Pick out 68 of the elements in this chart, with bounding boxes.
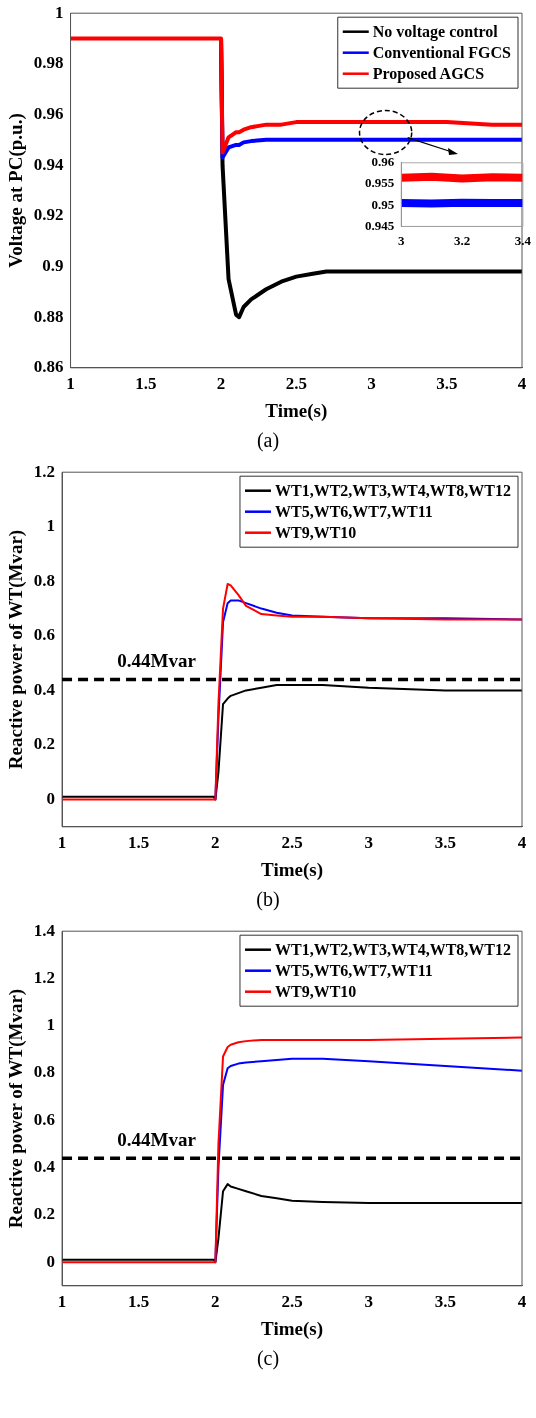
- y-tick-label: 1.4: [33, 920, 56, 940]
- y-tick-label: 0.95: [371, 196, 395, 212]
- x-tick-label: 2.5: [281, 1292, 303, 1312]
- x-tick-label: 4: [517, 374, 527, 394]
- y-tick-label: 0.8: [33, 1062, 56, 1082]
- x-tick-label: 1.5: [128, 1292, 150, 1312]
- ref-line-label: 0.44Mvar: [117, 1128, 197, 1150]
- y-tick-label: 0.2: [33, 734, 56, 754]
- x-tick-label: 3.5: [436, 374, 458, 394]
- y-tick-label: 0.8: [33, 570, 56, 590]
- y-tick-label: 0: [46, 788, 56, 808]
- x-tick-label: 3.4: [514, 232, 532, 248]
- y-tick-label: 1: [46, 516, 56, 536]
- x-axis-title: Time(s): [261, 858, 323, 881]
- legend-label: Conventional FGCS: [372, 43, 512, 61]
- y-tick-label: 0.94: [33, 154, 65, 174]
- y-tick-label: 0.96: [33, 103, 64, 123]
- y-tick-label: 0.6: [33, 1109, 56, 1129]
- x-tick-label: 2.5: [285, 374, 307, 394]
- y-axis-title: Reactive power of WT(Mvar): [5, 529, 28, 770]
- x-axis-title: Time(s): [261, 1317, 323, 1340]
- y-axis-title: Reactive power of WT(Mvar): [5, 988, 28, 1229]
- y-tick-label: 0: [46, 1251, 56, 1271]
- y-axis-title: Voltage at PC(p.u.): [5, 113, 28, 268]
- x-tick-label: 1.5: [128, 833, 150, 853]
- x-tick-label: 3.5: [434, 1292, 456, 1312]
- x-tick-label: 3: [364, 833, 373, 853]
- legend-label: WT5,WT6,WT7,WT11: [274, 502, 433, 520]
- text: (a): [255, 428, 281, 454]
- text: (b): [255, 887, 281, 912]
- legend-label: WT1,WT2,WT3,WT4,WT8,WT12: [274, 940, 511, 958]
- y-tick-label: 0.945: [365, 217, 395, 233]
- legend-label: WT1,WT2,WT3,WT4,WT8,WT12: [274, 481, 511, 499]
- y-tick-label: 0.4: [33, 679, 56, 699]
- legend-label: Proposed AGCS: [372, 64, 485, 83]
- legend-label: WT5,WT6,WT7,WT11: [274, 961, 433, 979]
- y-tick-label: 0.98: [33, 53, 64, 73]
- text: (c): [255, 1346, 281, 1372]
- y-tick-label: 0.88: [33, 306, 64, 326]
- x-tick-label: 3.2: [453, 232, 471, 248]
- x-tick-label: 2: [216, 374, 226, 394]
- y-tick-label: 0.4: [33, 1156, 56, 1176]
- y-tick-label: 1: [46, 1015, 56, 1035]
- x-tick-label: 3: [398, 232, 405, 248]
- y-tick-label: 0.2: [33, 1204, 56, 1224]
- legend-label: WT9,WT10: [274, 982, 357, 1000]
- x-tick-label: 4: [517, 1292, 527, 1312]
- x-tick-label: 1.5: [135, 374, 157, 394]
- y-tick-label: 0.96: [371, 154, 395, 170]
- x-tick-label: 3: [367, 374, 376, 394]
- x-tick-label: 2: [211, 833, 220, 853]
- y-tick-label: 0.6: [33, 625, 56, 645]
- legend-label: WT9,WT10: [274, 523, 357, 541]
- x-axis-title: Time(s): [265, 399, 328, 422]
- x-tick-label: 3: [364, 1292, 373, 1312]
- x-tick-label: 4: [517, 833, 527, 853]
- y-tick-label: 1.2: [33, 461, 56, 481]
- ref-line-label: 0.44Mvar: [117, 649, 197, 671]
- y-tick-label: 1.2: [33, 967, 56, 987]
- y-tick-label: 0.92: [33, 205, 64, 225]
- legend-label: No voltage control: [372, 22, 499, 41]
- x-tick-label: 2.5: [281, 833, 303, 853]
- y-tick-label: 0.955: [365, 175, 395, 191]
- y-tick-label: 0.9: [42, 255, 64, 275]
- y-tick-label: 1: [55, 2, 64, 22]
- x-tick-label: 2: [211, 1292, 220, 1312]
- x-tick-label: 3.5: [434, 833, 456, 853]
- y-tick-label: 0.86: [33, 357, 64, 377]
